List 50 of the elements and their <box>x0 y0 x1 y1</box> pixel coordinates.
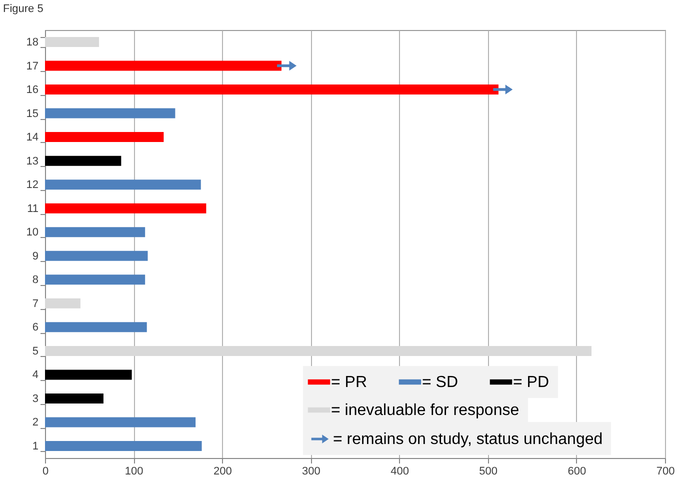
bar <box>45 441 202 451</box>
y-tick-label: 15 <box>26 108 38 120</box>
bar <box>45 393 104 404</box>
y-tick-label: 5 <box>32 345 38 358</box>
bar <box>45 322 147 332</box>
y-tick-label: 10 <box>26 226 38 239</box>
bar <box>45 417 196 428</box>
x-tick-label: 600 <box>568 466 586 478</box>
y-tick-label: 18 <box>26 36 38 48</box>
legend-label: = SD <box>422 374 458 391</box>
x-tick-label: 0 <box>42 466 49 478</box>
x-tick-label: 200 <box>213 466 232 478</box>
y-tick-label: 16 <box>26 84 38 96</box>
y-tick-label: 17 <box>26 60 38 72</box>
y-tick-label: 2 <box>32 416 38 429</box>
y-tick-label: 1 <box>32 440 38 452</box>
bar <box>45 60 282 71</box>
bar <box>45 227 146 238</box>
legend-label: = PD <box>513 374 550 391</box>
x-tick-label: 700 <box>656 466 675 478</box>
y-tick-label: 13 <box>26 155 38 168</box>
bar <box>45 346 592 356</box>
bar <box>45 370 132 380</box>
bar <box>45 84 498 95</box>
x-tick-label: 100 <box>124 466 144 478</box>
y-tick-label: 4 <box>32 369 38 382</box>
y-tick-label: 11 <box>27 202 38 215</box>
x-tick-label: 400 <box>390 466 409 478</box>
x-tick-label: 300 <box>302 466 320 478</box>
bar <box>45 132 164 142</box>
bar <box>45 298 80 308</box>
y-tick-label: 14 <box>26 132 38 144</box>
y-tick-label: 8 <box>32 274 38 286</box>
bar <box>45 180 201 190</box>
y-tick-label: 3 <box>32 392 38 405</box>
bar <box>45 250 148 261</box>
x-tick-label: 500 <box>479 466 498 478</box>
legend-label: = PR <box>331 374 368 391</box>
y-tick-label: 6 <box>32 322 38 334</box>
bar <box>45 108 176 118</box>
y-tick-label: 7 <box>32 298 38 310</box>
bar <box>45 156 122 166</box>
chart-title: Figure 5 <box>3 3 44 15</box>
y-tick-label: 12 <box>26 179 38 192</box>
bar <box>45 274 146 285</box>
legend-label: = remains on study, status unchanged <box>333 431 603 448</box>
bar <box>45 37 100 47</box>
y-tick-label: 9 <box>32 250 38 262</box>
legend-label: = inevaluable for response <box>331 402 520 419</box>
bar <box>45 203 206 214</box>
